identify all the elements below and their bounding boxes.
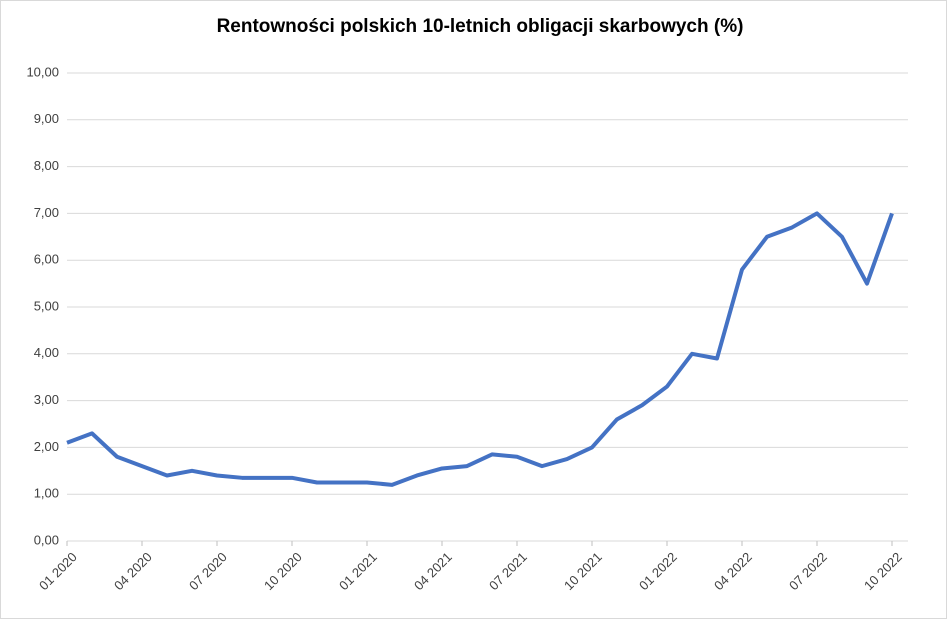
y-tick-label: 7,00 — [34, 205, 59, 220]
y-tick-label: 5,00 — [34, 298, 59, 313]
y-tick-label: 6,00 — [34, 252, 59, 267]
chart-title: Rentowności polskich 10-letnich obligacj… — [217, 16, 744, 37]
y-tick-label: 4,00 — [34, 345, 59, 360]
y-tick-label: 1,00 — [34, 486, 59, 501]
y-tick-label: 3,00 — [34, 392, 59, 407]
y-tick-label: 0,00 — [34, 532, 59, 547]
y-tick-label: 10,00 — [26, 64, 59, 79]
y-tick-label: 2,00 — [34, 439, 59, 454]
y-tick-label: 9,00 — [34, 111, 59, 126]
y-tick-label: 8,00 — [34, 158, 59, 173]
line-series — [66, 211, 894, 487]
